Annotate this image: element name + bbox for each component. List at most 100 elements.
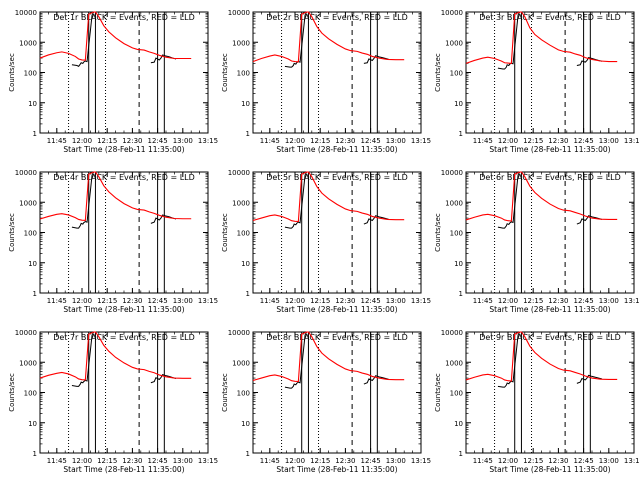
x-tick-label: 12:15 bbox=[97, 137, 117, 145]
y-tick-label: 1 bbox=[459, 130, 463, 138]
x-axis-label: Start Time (28-Feb-11 11:35:00) bbox=[276, 305, 397, 314]
panel-title: Det 4r BLACK = Events, RED = LLD bbox=[53, 173, 195, 182]
y-axis-label: Counts/sec bbox=[8, 213, 16, 252]
y-tick-label: 10000 bbox=[15, 329, 37, 337]
x-tick-label: 12:15 bbox=[97, 297, 117, 305]
x-tick-label: 12:45 bbox=[574, 137, 594, 145]
y-tick-label: 100 bbox=[450, 230, 463, 238]
y-tick-label: 100 bbox=[24, 230, 37, 238]
y-tick-label: 10000 bbox=[441, 329, 463, 337]
detector-panel: Det 8r BLACK = Events, RED = LLD 1 10 100 10… bbox=[221, 329, 431, 474]
y-axis-label: Counts/sec bbox=[8, 373, 16, 412]
x-tick-label: 11:45 bbox=[47, 297, 67, 305]
y-tick-label: 10000 bbox=[15, 169, 37, 177]
y-tick-label: 100 bbox=[237, 230, 250, 238]
lld-series-line bbox=[465, 171, 618, 222]
detector-panel: Det 4r BLACK = Events, RED = LLD 1 10 100 10… bbox=[8, 169, 218, 314]
x-tick-label: 11:45 bbox=[47, 137, 67, 145]
y-tick-label: 10 bbox=[454, 260, 463, 268]
panel-title: Det 9r BLACK = Events, RED = LLD bbox=[479, 333, 621, 342]
x-tick-label: 12:00 bbox=[72, 457, 92, 465]
y-tick-label: 100 bbox=[450, 390, 463, 398]
y-tick-label: 1000 bbox=[19, 199, 37, 207]
x-tick-label: 12:30 bbox=[548, 457, 568, 465]
y-tick-label: 1000 bbox=[19, 39, 37, 47]
x-tick-label: 13:15 bbox=[198, 457, 218, 465]
panel-title: Det 7r BLACK = Events, RED = LLD bbox=[53, 333, 195, 342]
detector-panel: Det 6r BLACK = Events, RED = LLD 1 10 100 10… bbox=[434, 169, 640, 314]
y-tick-label: 1000 bbox=[445, 199, 463, 207]
y-tick-label: 100 bbox=[24, 70, 37, 78]
y-tick-label: 1 bbox=[246, 130, 250, 138]
x-tick-label: 12:30 bbox=[122, 457, 142, 465]
x-axis-label: Start Time (28-Feb-11 11:35:00) bbox=[276, 465, 397, 474]
x-tick-label: 13:15 bbox=[624, 137, 640, 145]
x-tick-label: 12:00 bbox=[285, 297, 305, 305]
detector-panel: Det 1r BLACK = Events, RED = LLD 1 10 100 10… bbox=[8, 9, 218, 154]
panel-title: Det 1r BLACK = Events, RED = LLD bbox=[53, 13, 195, 22]
y-tick-label: 10 bbox=[454, 420, 463, 428]
y-tick-label: 10000 bbox=[15, 9, 37, 17]
panel-title: Det 2r BLACK = Events, RED = LLD bbox=[266, 13, 408, 22]
y-tick-label: 10000 bbox=[228, 169, 250, 177]
lld-series-line bbox=[39, 11, 192, 61]
x-tick-label: 11:45 bbox=[260, 457, 280, 465]
panel-title: Det 6r BLACK = Events, RED = LLD bbox=[479, 173, 621, 182]
events-series-line bbox=[284, 331, 314, 389]
x-tick-label: 13:00 bbox=[386, 297, 406, 305]
y-tick-label: 1000 bbox=[19, 359, 37, 367]
x-axis-label: Start Time (28-Feb-11 11:35:00) bbox=[489, 305, 610, 314]
x-tick-label: 11:45 bbox=[473, 457, 493, 465]
x-tick-label: 12:00 bbox=[72, 297, 92, 305]
y-tick-label: 10000 bbox=[441, 9, 463, 17]
y-tick-label: 1000 bbox=[232, 199, 250, 207]
y-tick-label: 100 bbox=[24, 390, 37, 398]
x-tick-label: 12:00 bbox=[285, 457, 305, 465]
y-tick-label: 10000 bbox=[228, 329, 250, 337]
lld-series-line bbox=[465, 331, 618, 382]
plot-frame bbox=[252, 11, 422, 134]
x-tick-label: 13:00 bbox=[386, 137, 406, 145]
plot-frame bbox=[465, 331, 635, 454]
plot-frame bbox=[39, 11, 209, 134]
detector-panel: Det 2r BLACK = Events, RED = LLD 1 10 100 10… bbox=[221, 9, 431, 154]
x-tick-label: 12:00 bbox=[498, 297, 518, 305]
x-tick-label: 12:15 bbox=[310, 297, 330, 305]
lld-series-line bbox=[39, 171, 192, 222]
y-tick-label: 10 bbox=[241, 100, 250, 108]
x-tick-label: 13:15 bbox=[411, 297, 431, 305]
x-tick-label: 12:45 bbox=[148, 297, 168, 305]
x-tick-label: 13:15 bbox=[624, 457, 640, 465]
y-tick-label: 10 bbox=[28, 100, 37, 108]
y-axis-label: Counts/sec bbox=[221, 53, 229, 92]
x-axis-label: Start Time (28-Feb-11 11:35:00) bbox=[489, 145, 610, 154]
panel-title: Det 3r BLACK = Events, RED = LLD bbox=[479, 13, 621, 22]
y-tick-label: 10 bbox=[454, 100, 463, 108]
events-series-line bbox=[284, 171, 314, 229]
x-tick-label: 12:30 bbox=[548, 137, 568, 145]
events-series-line bbox=[71, 171, 101, 229]
x-tick-label: 12:45 bbox=[361, 137, 381, 145]
y-tick-label: 10 bbox=[241, 420, 250, 428]
x-tick-label: 12:45 bbox=[361, 297, 381, 305]
x-tick-label: 12:15 bbox=[310, 457, 330, 465]
x-tick-label: 12:45 bbox=[148, 457, 168, 465]
lld-series-line bbox=[39, 331, 192, 381]
y-tick-label: 1 bbox=[33, 450, 37, 458]
y-tick-label: 1000 bbox=[445, 359, 463, 367]
y-axis-label: Counts/sec bbox=[8, 53, 16, 92]
x-tick-label: 12:30 bbox=[122, 297, 142, 305]
y-tick-label: 1 bbox=[33, 290, 37, 298]
x-tick-label: 12:30 bbox=[335, 297, 355, 305]
plot-frame bbox=[39, 171, 209, 294]
x-tick-label: 11:45 bbox=[473, 297, 493, 305]
x-tick-label: 12:00 bbox=[498, 457, 518, 465]
y-tick-label: 100 bbox=[237, 390, 250, 398]
x-tick-label: 12:30 bbox=[548, 297, 568, 305]
x-tick-label: 12:00 bbox=[285, 137, 305, 145]
plot-frame bbox=[252, 171, 422, 294]
y-tick-label: 1000 bbox=[445, 39, 463, 47]
y-tick-label: 10 bbox=[28, 420, 37, 428]
x-axis-label: Start Time (28-Feb-11 11:35:00) bbox=[63, 145, 184, 154]
